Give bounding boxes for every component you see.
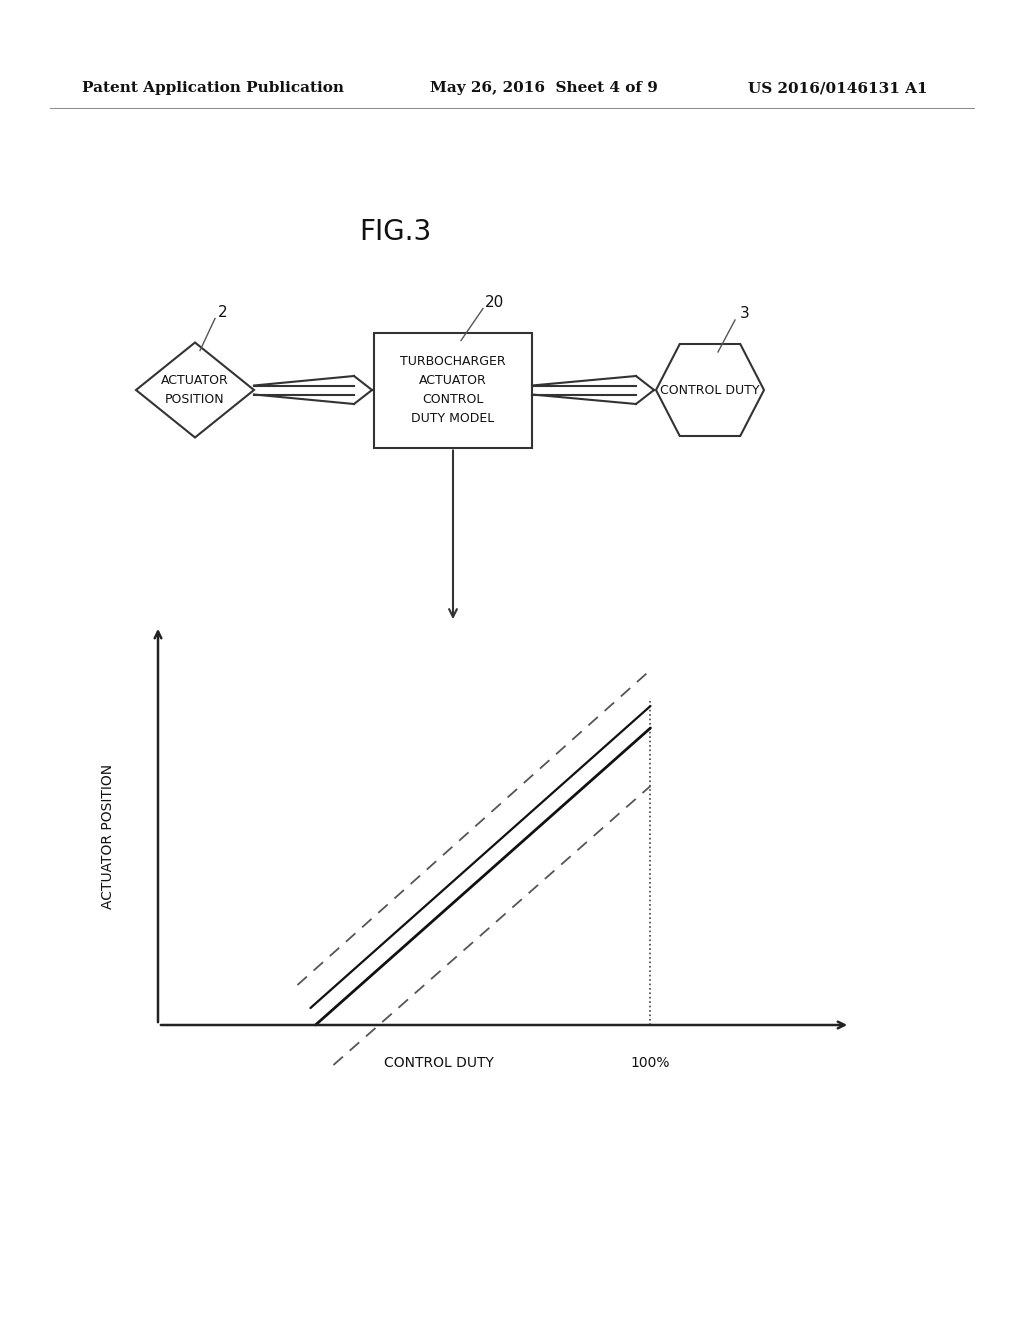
Text: FIG.3: FIG.3 [358,218,431,246]
Text: US 2016/0146131 A1: US 2016/0146131 A1 [748,81,928,95]
Text: TURBOCHARGER
ACTUATOR
CONTROL
DUTY MODEL: TURBOCHARGER ACTUATOR CONTROL DUTY MODEL [400,355,506,425]
Text: CONTROL DUTY: CONTROL DUTY [384,1056,495,1071]
Text: May 26, 2016  Sheet 4 of 9: May 26, 2016 Sheet 4 of 9 [430,81,657,95]
Text: 3: 3 [740,306,750,322]
Text: CONTROL DUTY: CONTROL DUTY [660,384,760,396]
Text: 20: 20 [485,294,505,310]
Text: ACTUATOR POSITION: ACTUATOR POSITION [101,764,115,909]
Text: Patent Application Publication: Patent Application Publication [82,81,344,95]
Text: 100%: 100% [631,1056,670,1071]
Text: ACTUATOR
POSITION: ACTUATOR POSITION [161,374,229,407]
Text: 2: 2 [218,305,227,319]
